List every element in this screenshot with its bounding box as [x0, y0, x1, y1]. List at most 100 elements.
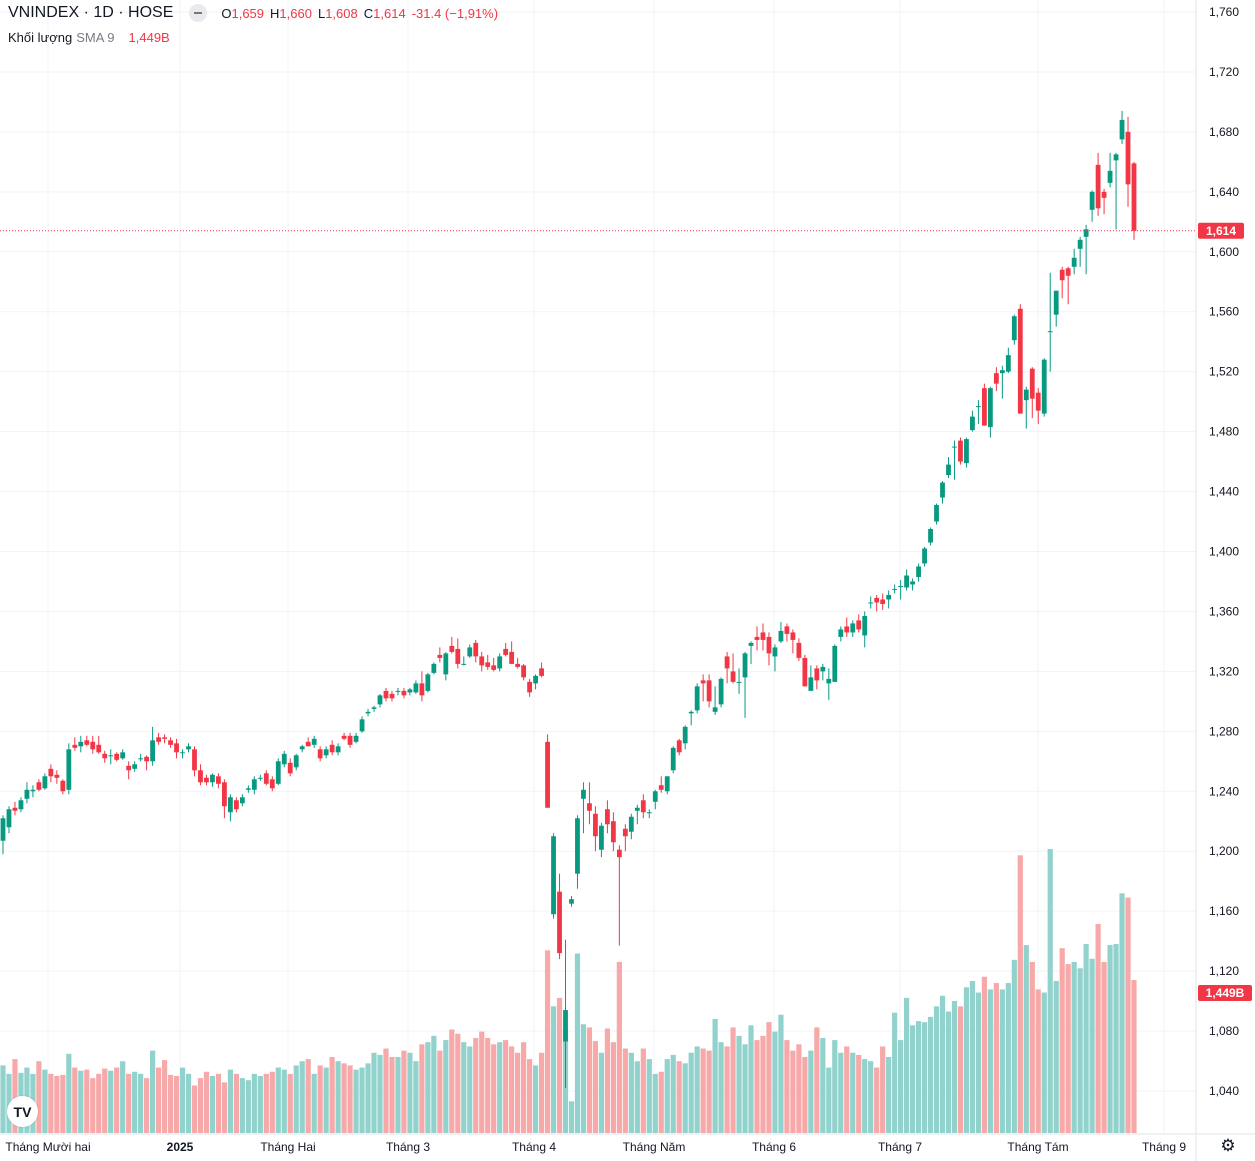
volume-bar	[1065, 964, 1071, 1133]
price-tick-label: 1,520	[1209, 365, 1239, 379]
volume-bar	[820, 1037, 826, 1133]
price-tick-label: 1,440	[1209, 485, 1239, 499]
volume-bar	[167, 1074, 174, 1133]
volume-bar	[664, 1059, 670, 1133]
volume-bar	[269, 1071, 275, 1133]
volume-bar	[532, 1065, 539, 1133]
volume-value: 1,449B	[128, 30, 170, 45]
candle-body	[981, 388, 987, 426]
price-tick-label: 1,080	[1209, 1024, 1239, 1038]
candle-body	[694, 686, 700, 711]
volume-bar	[425, 1042, 431, 1133]
low-value: L1,608	[317, 5, 358, 21]
volume-bar	[449, 1029, 455, 1133]
volume-indicator-name: Khối lượng	[8, 30, 73, 45]
candle-body	[30, 789, 36, 792]
last-price-tag-label: 1,614	[1206, 224, 1236, 238]
candle-body	[1131, 163, 1137, 231]
candle-body	[1095, 164, 1101, 209]
candle-body	[616, 849, 622, 858]
candle-body	[587, 803, 592, 811]
candle-body	[48, 768, 54, 777]
volume-bar	[927, 1016, 934, 1133]
time-axis[interactable]: Tháng Mười hai 2025 Tháng Hai Tháng 3 Tháng …	[5, 1140, 1186, 1154]
volume-bar	[431, 1035, 437, 1133]
candle-body	[12, 807, 18, 811]
candle-body	[736, 681, 742, 683]
volume-bar	[120, 1061, 126, 1133]
volume-bar	[975, 992, 982, 1133]
candle-body	[1071, 257, 1077, 267]
candle-body	[431, 663, 437, 673]
volume-legend[interactable]: Khối lượng SMA 9 1,449B	[8, 30, 170, 45]
volume-bar	[305, 1059, 311, 1133]
candle-body	[150, 740, 156, 762]
volume-bar	[96, 1073, 102, 1133]
volume-bar	[850, 1052, 856, 1133]
volume-sma-label: SMA 9	[76, 30, 115, 45]
volume-bar	[538, 1052, 545, 1133]
candle-body	[730, 671, 736, 682]
volume-bar	[221, 1082, 228, 1133]
candle-body	[168, 740, 173, 745]
candle-body	[742, 653, 748, 678]
volume-bar	[951, 1001, 958, 1133]
time-tick-label: Tháng Hai	[260, 1140, 315, 1154]
candle-body	[186, 746, 191, 750]
volume-bar	[359, 1067, 365, 1133]
candle-body	[515, 663, 521, 667]
gear-icon[interactable]: ⚙	[1220, 1136, 1236, 1155]
candle-body	[766, 636, 772, 654]
candle-body	[227, 797, 233, 813]
minus-icon[interactable]	[189, 4, 208, 22]
candle-body	[838, 629, 844, 637]
volume-bar	[1071, 961, 1077, 1133]
volume-bar	[311, 1073, 317, 1133]
volume-bar	[886, 1056, 892, 1133]
volume-bar	[802, 1056, 808, 1133]
volume-bar	[772, 1031, 778, 1133]
price-axis[interactable]: 1,760 1,720 1,680 1,640 1,600 1,560 1,520 1,480…	[1209, 5, 1239, 1098]
volume-bar	[281, 1069, 287, 1133]
candle-body	[1113, 154, 1119, 161]
candle-body	[365, 711, 371, 714]
volume-bar	[36, 1061, 42, 1133]
volume-bar	[868, 1061, 874, 1133]
candle-body	[808, 677, 814, 691]
symbol-title[interactable]: VNINDEX · 1D · HOSE	[8, 4, 174, 21]
volume-bar	[341, 1063, 347, 1133]
time-tick-label: Tháng 6	[752, 1140, 796, 1154]
candle-body	[958, 440, 963, 462]
candle-body	[120, 752, 126, 759]
candle-body	[814, 668, 820, 681]
candle-body	[0, 818, 6, 841]
candle-body	[485, 662, 491, 667]
tradingview-logo-icon[interactable]: TV	[7, 1096, 38, 1127]
candle-body	[1065, 268, 1071, 276]
volume-bar	[921, 1022, 928, 1133]
candle-body	[527, 681, 533, 693]
high-value: H1,660	[270, 5, 312, 21]
candle-body	[700, 680, 706, 684]
volume-bar	[688, 1052, 694, 1133]
volume-bar	[856, 1054, 862, 1133]
volume-bar	[730, 1027, 736, 1133]
volume-bar	[329, 1056, 335, 1133]
candle-body	[545, 741, 550, 808]
volume-bar	[179, 1067, 186, 1133]
candle-body	[610, 821, 616, 843]
candle-body	[628, 816, 634, 832]
volume-bar	[353, 1069, 359, 1133]
candle-body	[706, 680, 712, 702]
candle-body	[162, 737, 167, 739]
volume-bar	[987, 989, 993, 1133]
candle-body	[497, 656, 503, 669]
candle-body	[455, 648, 461, 664]
last-volume-tag-label: 1,449B	[1206, 986, 1245, 1000]
candle-body	[84, 740, 90, 745]
candle-body	[1089, 191, 1095, 210]
candle-body	[898, 585, 904, 587]
volume-bar	[784, 1040, 790, 1133]
volume-bar	[132, 1071, 138, 1133]
